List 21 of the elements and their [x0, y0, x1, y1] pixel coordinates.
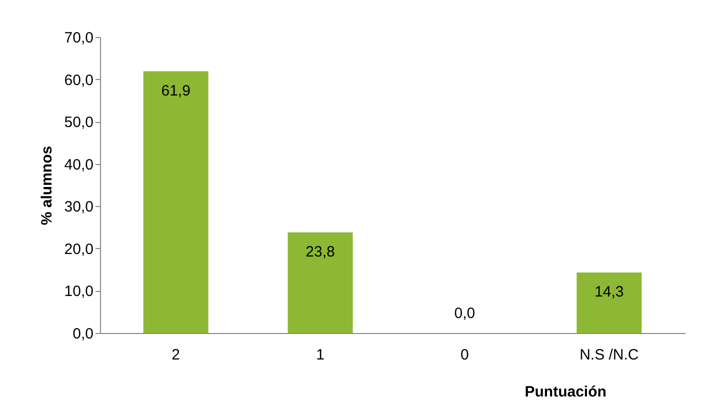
- y-tick-label: 50,0: [64, 114, 94, 132]
- data-label: 61,9: [161, 82, 190, 100]
- y-tick-label: 20,0: [64, 240, 94, 258]
- data-label: 23,8: [306, 243, 335, 260]
- x-tick-label: N.S /N.C: [580, 346, 639, 364]
- y-tick-label: 40,0: [64, 156, 94, 174]
- y-tick-label: 10,0: [64, 283, 94, 300]
- x-tick-label: 0: [460, 346, 469, 364]
- x-axis-title: Puntuación: [524, 384, 606, 400]
- data-label: 14,3: [594, 284, 624, 301]
- y-tick-label: 60,0: [64, 72, 94, 89]
- data-label: 0,0: [454, 305, 476, 322]
- y-axis-title: % alumnos: [38, 146, 56, 226]
- x-tick-label: 1: [316, 346, 324, 364]
- y-tick-label: 30,0: [64, 198, 94, 216]
- bar: [143, 71, 208, 333]
- y-tick-label: 70,0: [64, 30, 94, 46]
- bar: [576, 272, 642, 333]
- bar: [288, 232, 353, 333]
- y-tick-label: 0,0: [72, 326, 94, 342]
- x-tick-label: 2: [172, 346, 180, 364]
